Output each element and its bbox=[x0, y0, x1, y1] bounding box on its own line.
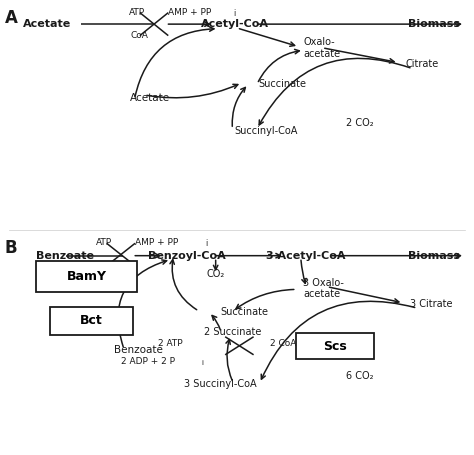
Text: B: B bbox=[5, 239, 18, 257]
Text: Biomass: Biomass bbox=[408, 19, 460, 29]
Text: 2 ADP + 2 P: 2 ADP + 2 P bbox=[121, 357, 175, 366]
Text: Acetyl-CoA: Acetyl-CoA bbox=[201, 19, 269, 29]
Text: 2 ATP: 2 ATP bbox=[158, 339, 182, 348]
Text: Oxalo-
acetate: Oxalo- acetate bbox=[303, 37, 340, 59]
Text: Bct: Bct bbox=[80, 314, 102, 328]
Text: AMP + PP: AMP + PP bbox=[135, 238, 178, 247]
Text: 3 Succinyl-CoA: 3 Succinyl-CoA bbox=[184, 379, 257, 389]
Text: Succinate: Succinate bbox=[258, 79, 306, 89]
Text: ATP: ATP bbox=[96, 238, 112, 247]
Text: 6 CO₂: 6 CO₂ bbox=[346, 371, 374, 381]
FancyBboxPatch shape bbox=[50, 308, 133, 334]
Text: A: A bbox=[5, 9, 18, 27]
Text: BamY: BamY bbox=[66, 270, 107, 283]
Text: Succinate: Succinate bbox=[220, 307, 268, 317]
Text: Acetate: Acetate bbox=[23, 19, 72, 29]
Text: Benzoyl-CoA: Benzoyl-CoA bbox=[148, 251, 226, 261]
Text: CO₂: CO₂ bbox=[207, 269, 225, 279]
Text: i: i bbox=[234, 9, 236, 18]
Text: 2 CO₂: 2 CO₂ bbox=[346, 118, 374, 128]
Text: Citrate: Citrate bbox=[405, 59, 438, 69]
Text: ATP: ATP bbox=[129, 8, 146, 17]
Text: 3 Oxalo-
acetate: 3 Oxalo- acetate bbox=[303, 278, 344, 299]
Text: Succinyl-CoA: Succinyl-CoA bbox=[235, 126, 298, 136]
Text: 2 Succinate: 2 Succinate bbox=[203, 327, 261, 337]
Text: Scs: Scs bbox=[323, 340, 347, 353]
Text: Biomass: Biomass bbox=[408, 251, 460, 261]
Text: AMP + PP: AMP + PP bbox=[168, 8, 211, 17]
Text: 3 Acetyl-CoA: 3 Acetyl-CoA bbox=[266, 251, 346, 261]
Text: Benzoate: Benzoate bbox=[114, 345, 163, 355]
FancyBboxPatch shape bbox=[296, 334, 374, 359]
Text: 3 Citrate: 3 Citrate bbox=[410, 299, 453, 309]
FancyBboxPatch shape bbox=[36, 261, 137, 292]
Text: i: i bbox=[205, 239, 207, 248]
Text: CoA: CoA bbox=[88, 263, 106, 272]
Text: 2 CoA: 2 CoA bbox=[270, 339, 297, 348]
Text: CoA: CoA bbox=[131, 31, 149, 40]
Text: Benzoate: Benzoate bbox=[36, 251, 93, 261]
Text: i: i bbox=[201, 359, 203, 366]
Text: Acetate: Acetate bbox=[130, 93, 171, 103]
